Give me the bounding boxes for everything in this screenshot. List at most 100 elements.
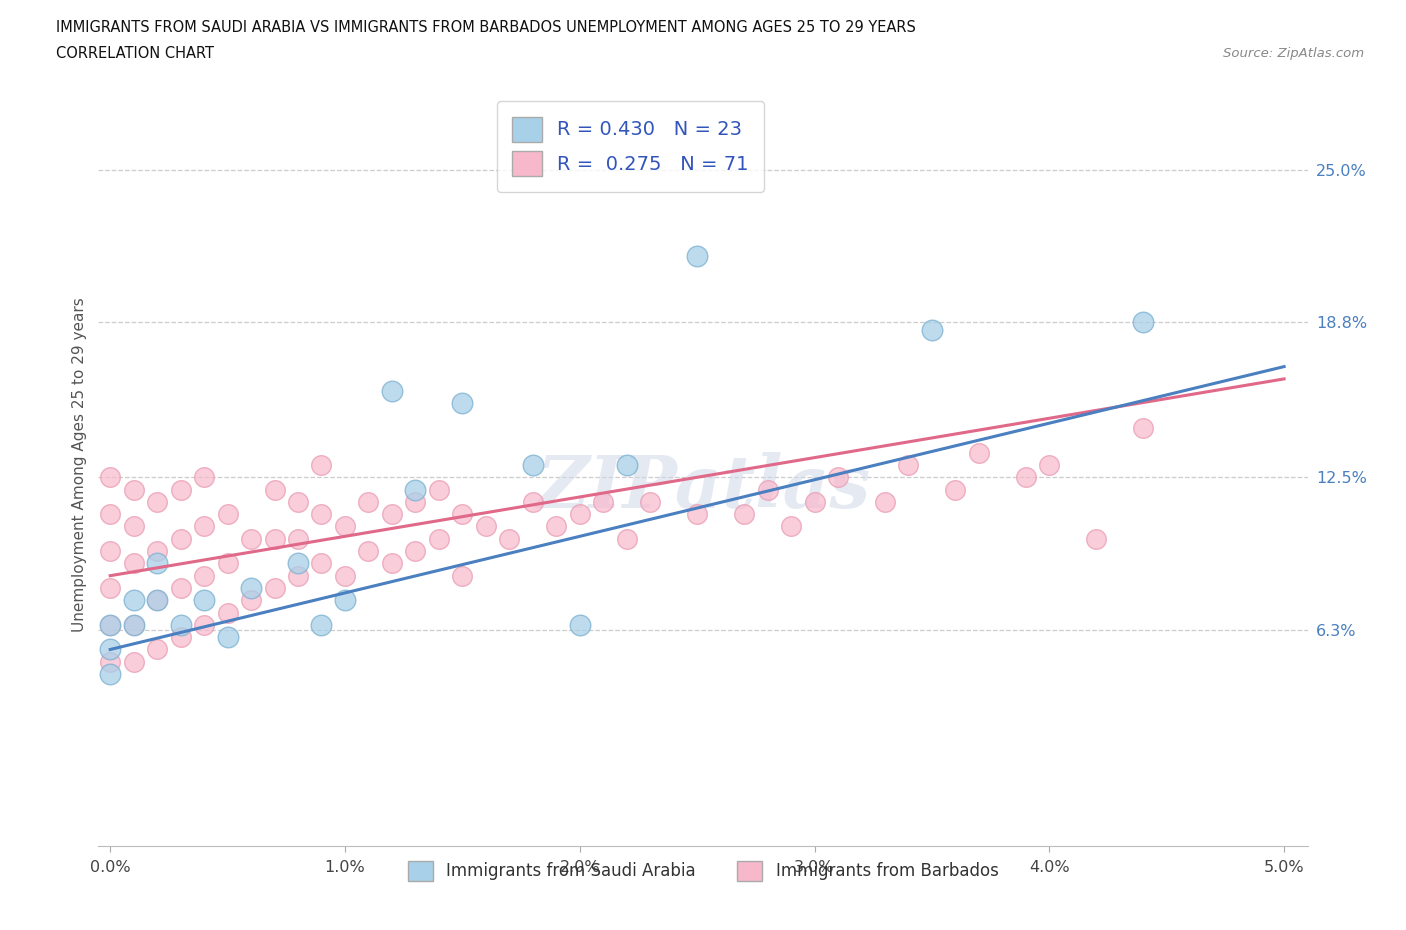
Point bbox=[311, 507, 333, 522]
Point bbox=[98, 655, 121, 670]
Point bbox=[169, 482, 191, 497]
Point bbox=[451, 396, 474, 411]
Y-axis label: Unemployment Among Ages 25 to 29 years: Unemployment Among Ages 25 to 29 years bbox=[72, 298, 87, 632]
Point bbox=[404, 482, 426, 497]
Point bbox=[193, 568, 215, 583]
Point bbox=[1038, 458, 1060, 472]
Point bbox=[146, 556, 169, 571]
Point bbox=[122, 592, 145, 607]
Point bbox=[311, 618, 333, 632]
Point bbox=[193, 592, 215, 607]
Point bbox=[616, 458, 638, 472]
Point bbox=[780, 519, 803, 534]
Point bbox=[263, 482, 285, 497]
Point bbox=[146, 544, 169, 559]
Point bbox=[169, 531, 191, 546]
Point bbox=[451, 568, 474, 583]
Point bbox=[217, 556, 239, 571]
Point bbox=[217, 605, 239, 620]
Point bbox=[967, 445, 990, 460]
Point bbox=[169, 618, 191, 632]
Point bbox=[427, 482, 450, 497]
Point bbox=[638, 495, 661, 510]
Point bbox=[827, 470, 849, 485]
Point bbox=[98, 667, 121, 682]
Point bbox=[733, 507, 755, 522]
Point bbox=[169, 580, 191, 595]
Point bbox=[357, 495, 380, 510]
Point bbox=[287, 568, 309, 583]
Point bbox=[146, 592, 169, 607]
Point bbox=[122, 482, 145, 497]
Text: Source: ZipAtlas.com: Source: ZipAtlas.com bbox=[1223, 46, 1364, 60]
Point bbox=[169, 630, 191, 644]
Point bbox=[522, 495, 544, 510]
Point bbox=[546, 519, 568, 534]
Point bbox=[193, 519, 215, 534]
Point bbox=[522, 458, 544, 472]
Point bbox=[357, 544, 380, 559]
Point bbox=[287, 556, 309, 571]
Point bbox=[311, 556, 333, 571]
Point bbox=[756, 482, 779, 497]
Point bbox=[381, 507, 404, 522]
Point bbox=[381, 556, 404, 571]
Point bbox=[287, 495, 309, 510]
Point bbox=[616, 531, 638, 546]
Point bbox=[98, 618, 121, 632]
Point bbox=[873, 495, 896, 510]
Point bbox=[122, 618, 145, 632]
Point bbox=[217, 507, 239, 522]
Point bbox=[803, 495, 825, 510]
Point bbox=[263, 580, 285, 595]
Point bbox=[427, 531, 450, 546]
Point bbox=[921, 323, 943, 338]
Point bbox=[333, 568, 356, 583]
Point bbox=[263, 531, 285, 546]
Point bbox=[333, 592, 356, 607]
Point bbox=[146, 642, 169, 657]
Point bbox=[240, 592, 263, 607]
Point bbox=[381, 384, 404, 399]
Point bbox=[146, 592, 169, 607]
Point bbox=[122, 655, 145, 670]
Point bbox=[897, 458, 920, 472]
Point bbox=[498, 531, 520, 546]
Point bbox=[98, 642, 121, 657]
Point bbox=[287, 531, 309, 546]
Point bbox=[240, 580, 263, 595]
Point bbox=[1132, 420, 1154, 435]
Point bbox=[122, 556, 145, 571]
Point bbox=[193, 618, 215, 632]
Point bbox=[98, 470, 121, 485]
Point bbox=[404, 544, 426, 559]
Point bbox=[240, 531, 263, 546]
Point bbox=[404, 495, 426, 510]
Point bbox=[98, 544, 121, 559]
Point bbox=[311, 458, 333, 472]
Text: ZIPatlas: ZIPatlas bbox=[536, 452, 870, 524]
Point bbox=[1015, 470, 1038, 485]
Point bbox=[1132, 315, 1154, 330]
Point bbox=[333, 519, 356, 534]
Point bbox=[98, 507, 121, 522]
Point bbox=[217, 630, 239, 644]
Point bbox=[686, 248, 709, 263]
Point bbox=[193, 470, 215, 485]
Legend: Immigrants from Saudi Arabia, Immigrants from Barbados: Immigrants from Saudi Arabia, Immigrants… bbox=[401, 854, 1005, 887]
Point bbox=[1085, 531, 1108, 546]
Point bbox=[146, 495, 169, 510]
Point bbox=[98, 618, 121, 632]
Point bbox=[475, 519, 498, 534]
Point bbox=[122, 618, 145, 632]
Point bbox=[451, 507, 474, 522]
Point bbox=[568, 618, 591, 632]
Point bbox=[568, 507, 591, 522]
Point bbox=[122, 519, 145, 534]
Point bbox=[686, 507, 709, 522]
Point bbox=[945, 482, 967, 497]
Text: CORRELATION CHART: CORRELATION CHART bbox=[56, 46, 214, 61]
Text: IMMIGRANTS FROM SAUDI ARABIA VS IMMIGRANTS FROM BARBADOS UNEMPLOYMENT AMONG AGES: IMMIGRANTS FROM SAUDI ARABIA VS IMMIGRAN… bbox=[56, 20, 917, 35]
Point bbox=[592, 495, 614, 510]
Point bbox=[98, 580, 121, 595]
